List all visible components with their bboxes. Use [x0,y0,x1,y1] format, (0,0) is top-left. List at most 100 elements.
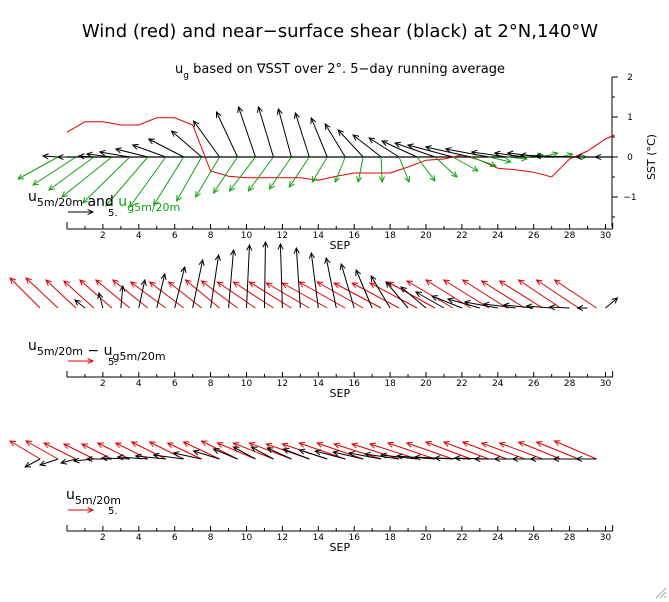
wind-vector-4-shaft [79,279,113,309]
x-tick-label: 2 [100,231,106,241]
wind-vector-25-head [442,279,450,286]
wind-vector-20 [351,282,400,309]
u5m-20m-ug5m-20m-vector-19-head [400,286,407,293]
u5m-20m-ug5m-20m-vector-13-shaft [310,252,319,309]
u5m-20m-vector-0-head [41,153,49,160]
wind-vector-28-head [498,441,506,448]
shear-vector-8-head [152,452,160,459]
u5m-20m-vector-3 [85,151,112,158]
wind-vector-0-head [9,277,16,284]
wind-vector-13-shaft [233,281,274,309]
u5m-20m-ug5m-20m-vector-19-shaft [400,286,427,309]
u5m-20m-ug5m-20m-vector-7-head [214,253,221,261]
wind-vector-3-shaft [63,443,95,460]
label-text: u [28,338,37,354]
u5m-20m-vector-11-head [237,105,244,114]
shear-vector-14 [266,447,292,460]
shear-vector-31-head [575,455,583,463]
wind-vector-26 [461,279,508,309]
ug5m-20m-vector-9 [194,156,221,198]
x-tick-label: 8 [208,231,214,241]
shear-vector-24-head [433,455,441,462]
sst-tick-label: −1 [623,193,636,203]
wind-vector-15-shaft [266,282,310,309]
u5m-20m-vector-16-shaft [324,123,346,158]
u5m-20m-ug5m-20m-vector-22-shaft [447,298,480,309]
u5m-20m-vector-5-shaft [115,148,148,158]
u5m-20m-vector-17-head [337,129,344,136]
ug5m-20m-vector-14 [288,156,310,188]
wind-vector-6-head [111,279,119,286]
u5m-20m-ug5m-20m-vector-11-shaft [279,243,283,309]
wind-vector-7-head [129,281,137,288]
u5m-20m-ug5m-20m-vector-8-shaft [228,249,235,309]
reference-arrow [68,506,95,514]
wind-vector-19 [333,282,382,309]
ug5m-20m-vector-18-shaft [380,156,383,183]
panel-top-frame [66,156,613,229]
wind-vector-13-shaft [233,442,274,460]
u5m-20m-vector-10-head [215,110,222,119]
shear-vector-19-shaft [349,452,382,460]
wind-vector-31-head [553,279,561,286]
wind-vector-9-shaft [168,281,202,309]
u5m-20m-vector-23-shaft [425,146,471,158]
u5m-20m-vector-12-shaft [257,106,274,158]
shear-vector-21-head [379,452,387,459]
x-tick-label: 24 [492,379,504,389]
ug5m-20m-vector-23-shaft [470,156,497,167]
u5m-20m-vector-19 [368,137,400,158]
label-text: and [83,194,118,210]
u5m-20m-vector-27-head [506,150,514,157]
wind-vector-18 [316,281,364,309]
wind-vector-2-shaft [45,279,77,309]
x-tick-label: 28 [564,231,576,241]
u5m-20m-vector-15-shaft [310,117,328,158]
ug5m-20m-vector-17-shaft [357,156,364,183]
wind-vector-10-head [182,441,190,447]
u5m-20m-ug5m-20m-vector-7-shaft [210,254,220,309]
u5m-20m-vector-26-shaft [494,152,525,158]
ug5m-20m-vector-22 [452,156,479,172]
u5m-20m-ug5m-20m-vector-0 [74,299,86,309]
u5m-20m-vector-28-head [519,152,527,159]
wind-vector-19-shaft [333,443,382,460]
shear-vector-7 [134,453,166,460]
u5m-20m-ug5m-20m-vector-3 [138,278,147,309]
wind-vector-3 [62,443,95,460]
u5m-20m-ug5m-20m-vector-1 [97,291,104,309]
wind-vector-31-head [553,440,561,446]
wind-vector-28-shaft [499,280,543,309]
wind-vector-18 [316,441,364,460]
u5m-20m-ug5m-20m-vector-17-shaft [370,275,391,309]
wind-vector-0 [9,277,41,309]
shear-vector-2-head [59,458,67,465]
wind-vector-9 [166,442,202,460]
ug5m-20m-vector-9-shaft [195,156,221,198]
ug5m-20m-vector-13 [268,156,292,190]
wind-vector-30 [535,279,579,309]
subtitle-var: u [175,62,183,77]
shear-vector-3-head [72,457,80,464]
shear-vector-31 [575,455,597,463]
resize-grip-icon[interactable] [655,587,667,599]
wind-vector-13-head [232,442,240,448]
u5m-20m-ug5m-20m-vector-18-head [385,281,392,288]
u5m-20m-vector-13-head [276,107,283,115]
wind-vector-15-head [265,442,273,449]
shear-vector-13-head [250,446,258,453]
x-tick-label: 6 [172,533,178,543]
u5m-20m-ug5m-20m-vector-9 [246,243,253,309]
wind-vector-30-shaft [536,279,579,309]
u5m-20m-ug5m-20m-vector-23-head [463,299,471,306]
u5m-20m-vector-26-head [493,150,501,157]
panel-bottom-reference-vector: 5. [68,506,118,517]
shear-vector-4-head [85,455,93,463]
u5m-20m-ug5m-20m-vector-23-shaft [464,301,498,309]
wind-vector-18-head [316,441,324,448]
wind-vector-22-shaft [387,281,436,309]
u5m-20m-vector-3-head [85,151,93,158]
u5m-20m-ug5m-20m-vector-2 [119,284,126,309]
wind-vector-23-head [405,441,413,448]
